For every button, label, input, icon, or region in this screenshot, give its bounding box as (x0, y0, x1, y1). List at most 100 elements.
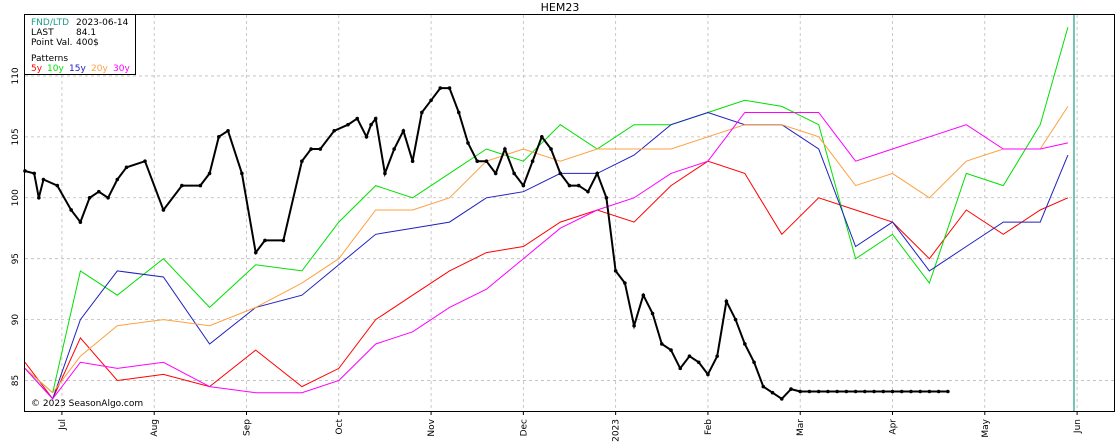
x-tick-label: Oct (335, 419, 345, 435)
x-tick-label: Nov (427, 418, 437, 436)
price-point (936, 389, 941, 394)
price-point (87, 195, 92, 200)
price-point (540, 135, 544, 139)
price-point (198, 183, 203, 188)
price-point (410, 159, 415, 164)
y-tick-label: 110 (11, 67, 21, 84)
price-point (798, 389, 803, 394)
pointval-value: 400$ (76, 38, 99, 48)
legend-30y: 30y (113, 64, 130, 74)
price-point (586, 189, 590, 194)
price-point (281, 238, 286, 243)
x-tick-label: Feb (704, 419, 714, 435)
price-point (456, 110, 461, 115)
price-point (180, 183, 184, 188)
x-tick-label: Dec (519, 419, 529, 436)
price-point (899, 389, 904, 394)
y-tick-label: 100 (11, 189, 21, 206)
x-tick-label: 2023 (612, 419, 622, 442)
pattern-legend: 5y 10y 15y 20y 30y (31, 64, 130, 74)
price-point (207, 171, 212, 176)
price-point (41, 177, 46, 182)
price-point (369, 122, 373, 127)
price-point (613, 269, 618, 273)
price-point (161, 208, 166, 212)
x-tick-label: Jun (1073, 419, 1083, 434)
price-point (346, 122, 350, 127)
series-line-price (24, 87, 948, 401)
price-point (816, 389, 821, 394)
price-point (226, 128, 230, 133)
price-point (253, 250, 258, 255)
price-point (918, 389, 922, 394)
price-point (927, 389, 932, 394)
price-point (401, 128, 406, 133)
y-tick-label: 85 (11, 375, 21, 386)
price-point (826, 389, 830, 394)
price-point (715, 354, 719, 358)
price-point (881, 389, 886, 394)
fnd-value: 2023-06-14 (76, 18, 129, 28)
price-point (484, 159, 489, 164)
price-point (752, 360, 756, 365)
price-point (844, 389, 849, 394)
price-point (595, 171, 599, 176)
x-tick-label: Aug (150, 419, 160, 437)
price-point (309, 147, 313, 151)
x-tick-label: May (981, 418, 991, 437)
price-point (696, 360, 701, 365)
price-point (300, 159, 304, 164)
last-value: 84.1 (76, 28, 96, 38)
x-tick-label: Apr (889, 419, 899, 435)
pointval-label: Point Val. (31, 38, 73, 48)
price-point (567, 183, 572, 188)
grid (25, 15, 1114, 411)
price-point (37, 195, 41, 200)
price-point (69, 208, 73, 212)
info-box-frame (24, 14, 136, 75)
price-point (743, 342, 747, 346)
price-point (909, 389, 913, 394)
price-point (97, 189, 101, 194)
legend-15y: 15y (69, 64, 86, 74)
price-point (124, 165, 129, 170)
x-tick-label: Mar (796, 419, 806, 436)
y-tick-label: 90 (11, 314, 21, 326)
plot-frame (24, 14, 1115, 412)
series-layer (23, 27, 1069, 401)
price-point (761, 384, 766, 389)
fnd-label: FND/LTD (31, 18, 69, 28)
price-point (946, 389, 950, 394)
price-point (355, 116, 360, 121)
price-point (604, 195, 609, 200)
series-line-30y (24, 112, 1069, 400)
series-line-15y (24, 111, 1069, 400)
price-point (383, 171, 387, 176)
price-point (863, 389, 867, 394)
price-point (240, 171, 244, 176)
patterns-label: Patterns (31, 54, 68, 64)
legend-10y: 10y (47, 64, 64, 74)
price-point (724, 299, 729, 304)
price-point (853, 389, 858, 394)
price-point (438, 86, 443, 90)
price-point (32, 171, 37, 176)
y-tick-label: 95 (11, 253, 21, 264)
series-line-5y (24, 160, 1069, 400)
price-point (392, 147, 396, 151)
price-point (530, 159, 535, 164)
copyright: © 2023 SeasonAlgo.com (31, 399, 143, 409)
price-point (78, 220, 83, 224)
price-point (475, 159, 480, 164)
price-point (512, 171, 516, 176)
price-point (420, 110, 424, 115)
price-point (632, 323, 636, 328)
price-point (143, 159, 147, 164)
price-point (706, 372, 710, 377)
price-point (429, 98, 433, 103)
y-tick-label: 105 (11, 128, 21, 145)
price-point (521, 183, 526, 188)
price-point (55, 183, 60, 188)
price-point (549, 147, 553, 151)
